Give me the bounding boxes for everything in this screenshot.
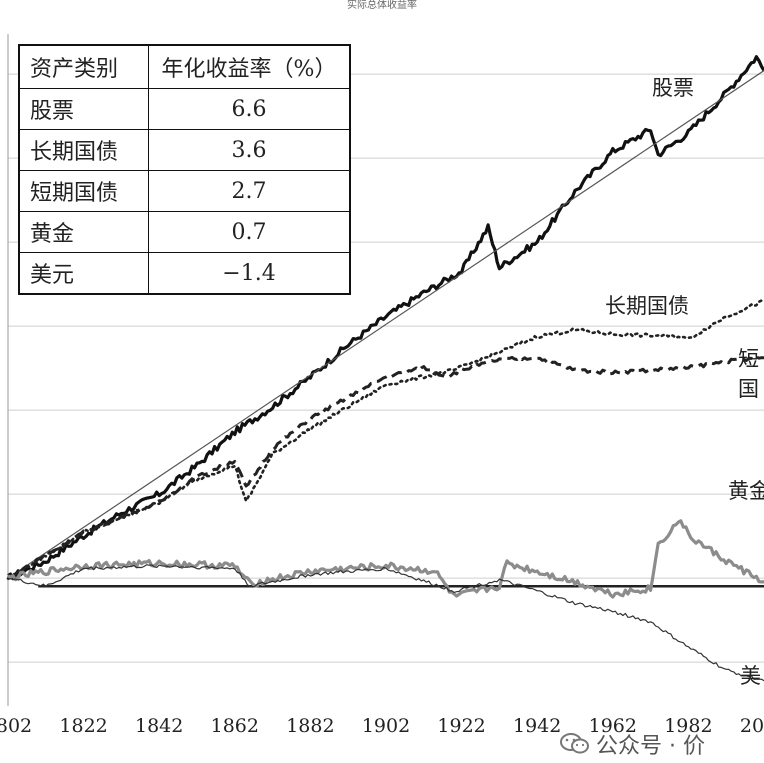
axes bbox=[7, 34, 764, 706]
table-cell-rate: 3.6 bbox=[148, 129, 351, 171]
table-row: 黄金 0.7 bbox=[18, 211, 351, 253]
table-cell-category: 长期国债 bbox=[18, 129, 149, 171]
watermark: 公众号 · 价 bbox=[560, 728, 705, 760]
table-cell-rate: −1.4 bbox=[148, 252, 351, 295]
x-tick-label: 1982 bbox=[664, 715, 713, 737]
series-label-long-bonds: 长期国债 bbox=[605, 294, 689, 318]
series-line bbox=[7, 519, 764, 599]
x-tick-label: 1862 bbox=[210, 715, 259, 737]
table-cell-category: 美元 bbox=[18, 252, 149, 295]
series-label-bills-1: 短 bbox=[738, 347, 759, 371]
series-label-bills-2: 国 bbox=[738, 377, 759, 401]
series-line bbox=[7, 355, 764, 580]
table-header-category: 资产类别 bbox=[18, 44, 149, 89]
series-line bbox=[7, 70, 764, 579]
x-tick-label: 1842 bbox=[135, 715, 184, 737]
table-header-rate: 年化收益率（%） bbox=[148, 44, 351, 89]
table-cell-rate: 6.6 bbox=[148, 88, 351, 130]
legend-table: 资产类别 年化收益率（%） 股票 6.6 长期国债 3.6 短期国债 2.7 黄… bbox=[18, 44, 351, 295]
table-row: 股票 6.6 bbox=[18, 88, 351, 130]
x-tick-label: 1942 bbox=[513, 715, 562, 737]
table-row: 美元 −1.4 bbox=[18, 252, 351, 295]
series-label-dollar: 美 bbox=[740, 664, 761, 688]
series-line bbox=[6, 299, 764, 580]
table-cell-rate: 2.7 bbox=[148, 170, 351, 212]
table-cell-category: 黄金 bbox=[18, 211, 149, 253]
wechat-icon bbox=[560, 733, 589, 754]
x-tick-label: 20 bbox=[739, 715, 764, 737]
series-label-gold: 黄金 bbox=[728, 479, 764, 503]
series-line bbox=[7, 55, 764, 581]
table-cell-category: 短期国债 bbox=[18, 170, 149, 212]
x-tick-label: 1822 bbox=[59, 715, 108, 737]
table-row: 长期国债 3.6 bbox=[18, 129, 351, 171]
page-title: 实际总体收益率 bbox=[347, 0, 417, 11]
x-tick-label: 1922 bbox=[437, 715, 486, 737]
series-group bbox=[6, 55, 764, 682]
table-row: 短期国债 2.7 bbox=[18, 170, 351, 212]
table-cell-category: 股票 bbox=[18, 88, 149, 130]
x-tick-label: 1962 bbox=[588, 715, 637, 737]
x-tick-label: 802 bbox=[0, 715, 33, 737]
table-header-row: 资产类别 年化收益率（%） bbox=[18, 44, 351, 89]
series-line bbox=[7, 564, 764, 682]
x-tick-label: 1882 bbox=[286, 715, 335, 737]
table-cell-rate: 0.7 bbox=[148, 211, 351, 253]
x-tick-label: 1902 bbox=[361, 715, 411, 737]
watermark-text: 公众号 · 价 bbox=[596, 734, 705, 759]
series-label-stocks: 股票 bbox=[652, 76, 694, 100]
